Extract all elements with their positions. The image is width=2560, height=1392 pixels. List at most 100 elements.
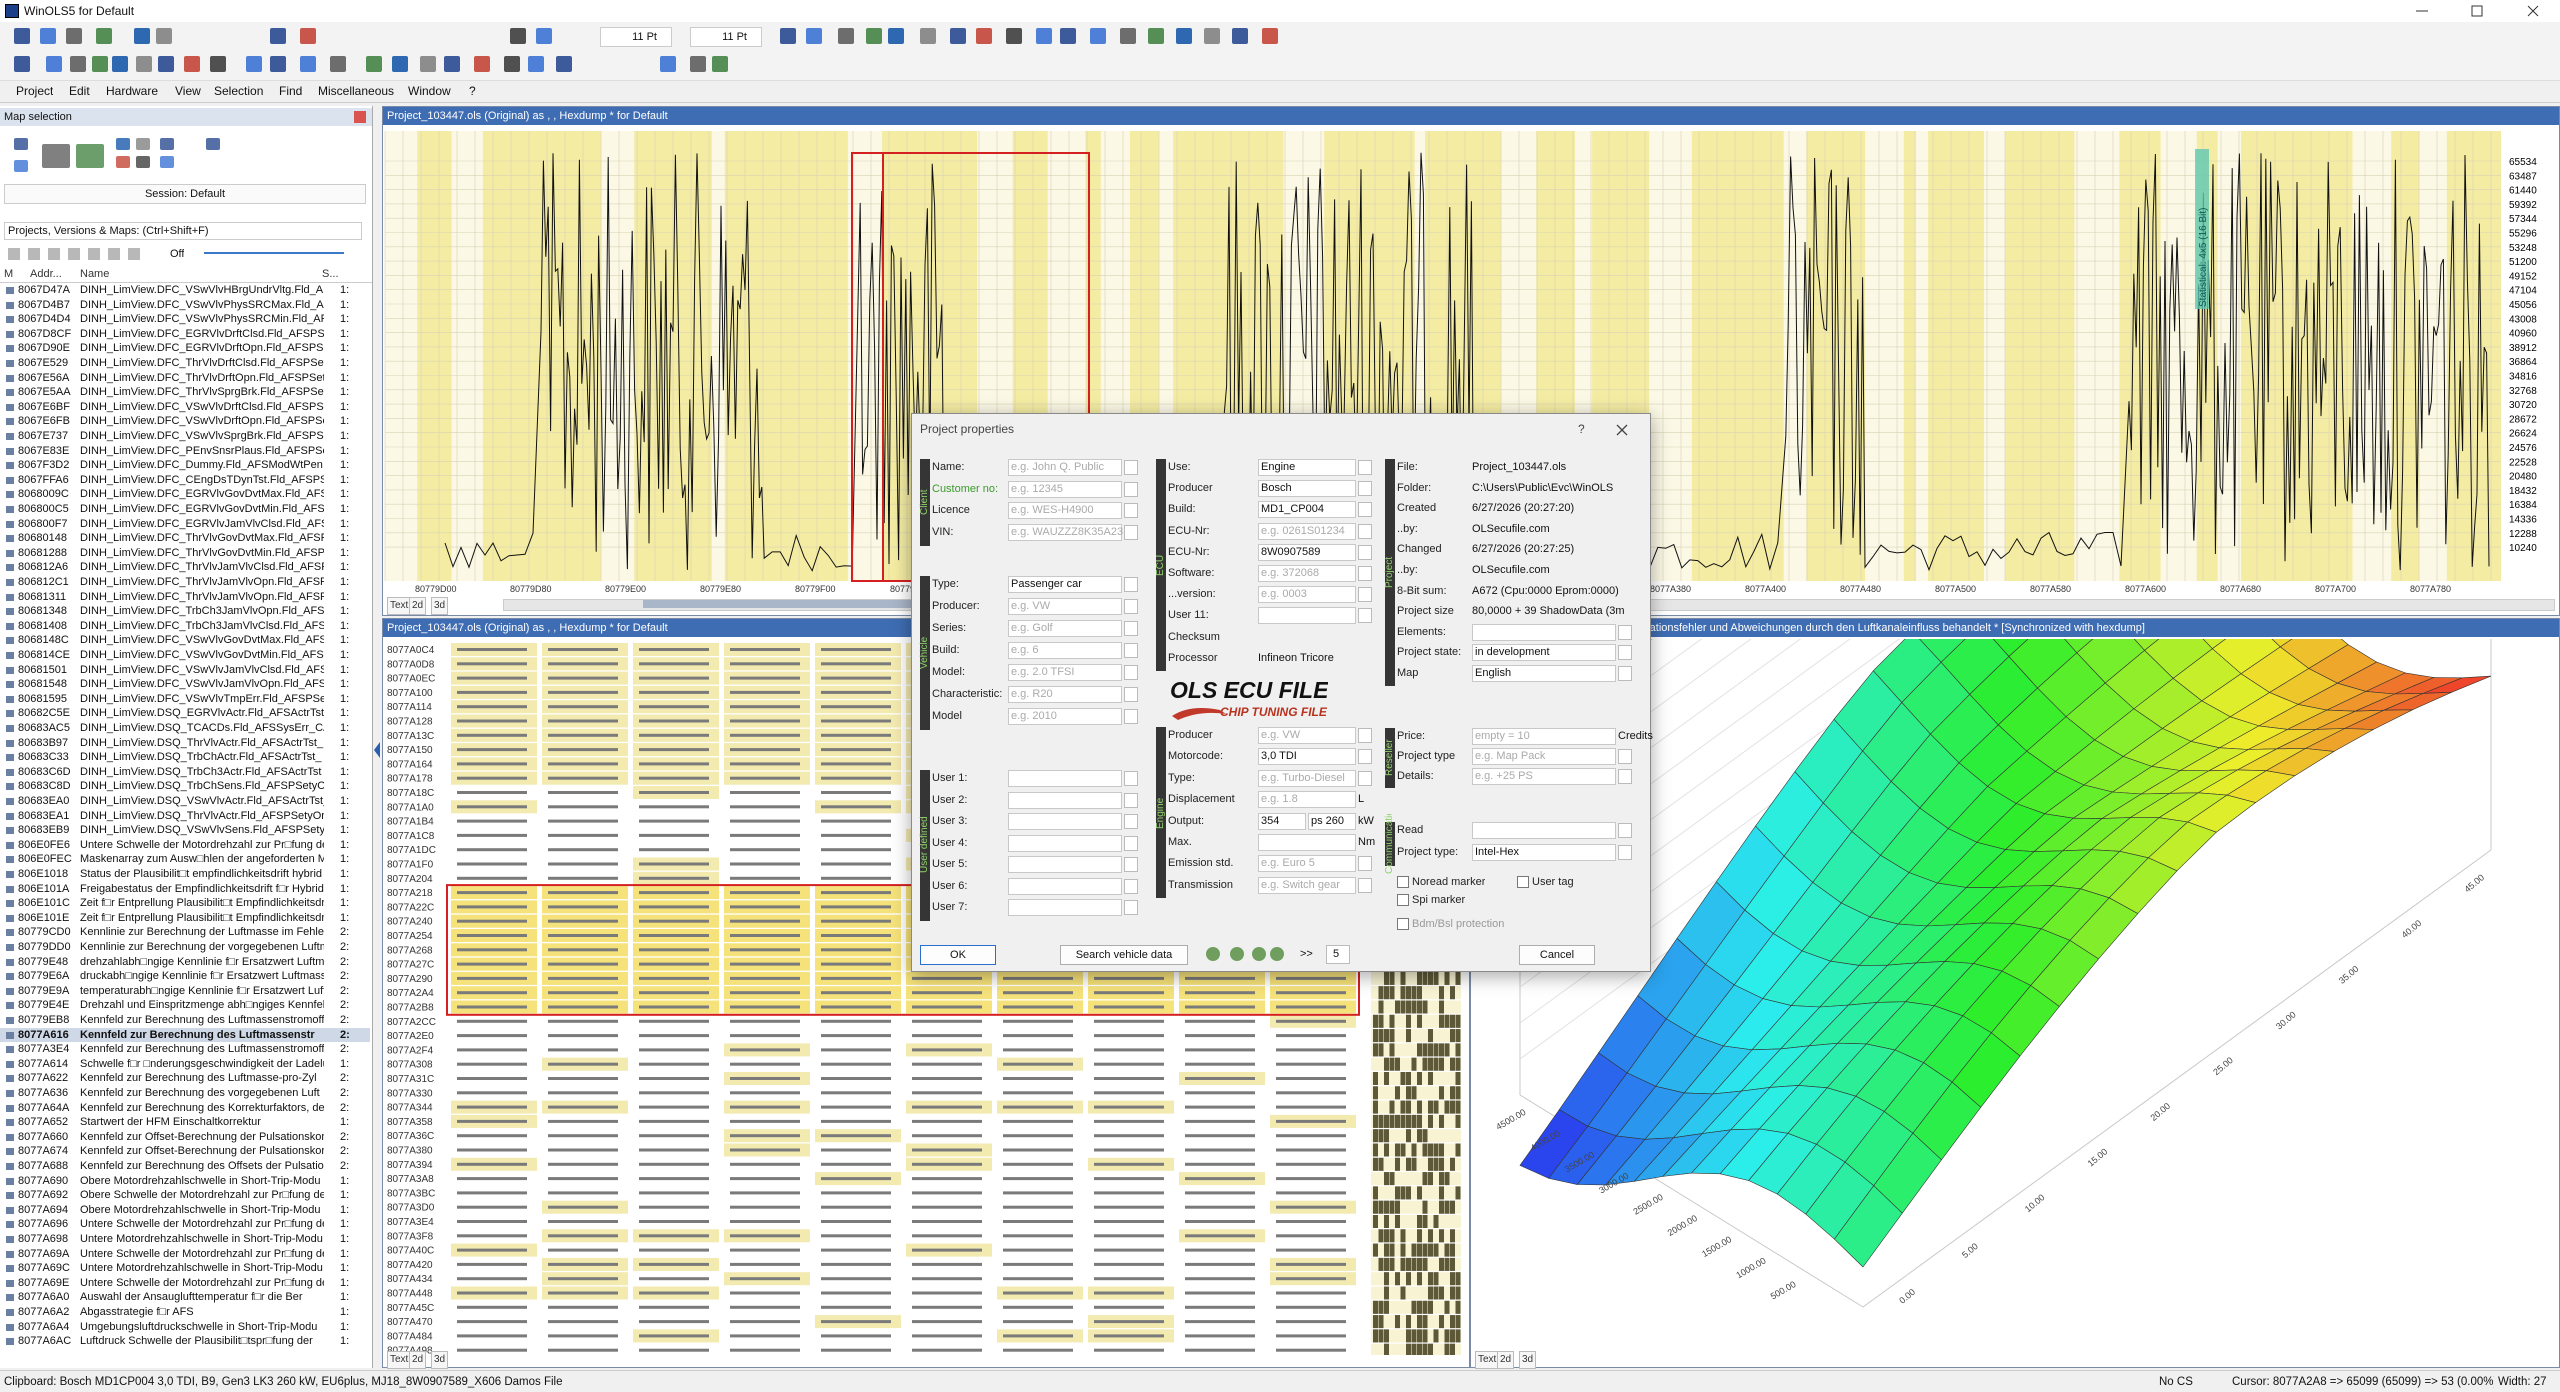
input-box[interactable]: in development	[1472, 644, 1616, 662]
toolbar-button[interactable]	[96, 28, 112, 44]
input-box[interactable]	[1008, 899, 1122, 916]
menu-item[interactable]: Find	[279, 84, 303, 98]
menu-item[interactable]: Selection	[214, 84, 264, 98]
toolbar-button[interactable]	[1060, 28, 1076, 44]
view-tab[interactable]: 3d	[431, 1351, 449, 1369]
filter-tool[interactable]	[48, 248, 60, 260]
input-box[interactable]: English	[1472, 665, 1616, 682]
input-box[interactable]: e.g. VW	[1008, 598, 1122, 615]
map-row[interactable]: 8067FFA6 DINH_LimView.DFC_CEngDsTDynTst.F…	[0, 473, 370, 488]
toolbar-button[interactable]	[888, 28, 904, 44]
map-row[interactable]: 80681348 DINH_LimView.DFC_TrbCh3JamVlvOpn…	[0, 604, 370, 619]
view-tab[interactable]: Text	[387, 597, 412, 615]
toolbar-button[interactable]	[14, 28, 30, 44]
toolbar-button[interactable]	[270, 56, 286, 72]
toolbar-button[interactable]	[300, 56, 316, 72]
input-box[interactable]: Intel-Hex	[1472, 844, 1616, 861]
view-tab[interactable]: 2d	[1497, 1351, 1515, 1369]
panel-tool[interactable]	[136, 138, 150, 150]
field-button[interactable]	[1618, 624, 1632, 640]
panel-tool[interactable]	[42, 144, 70, 168]
map-row[interactable]: 806800F7 DINH_LimView.DFC_EGRVlvJamVlvCls…	[0, 517, 370, 532]
map-row[interactable]: 8067E56A DINH_LimView.DFC_ThrVlvDrftOpn.F…	[0, 371, 370, 386]
input-box[interactable]: 354	[1258, 812, 1306, 830]
map-row[interactable]: 8077A694 Obere Motordrehzahlschwelle in S…	[0, 1203, 370, 1218]
toolbar-button[interactable]	[112, 56, 128, 72]
input-box[interactable]: e.g. WAUZZZ8K35A23...	[1008, 524, 1132, 542]
field-button[interactable]	[1358, 566, 1372, 581]
field-button[interactable]	[1358, 877, 1372, 893]
field-button[interactable]	[1358, 523, 1372, 539]
map-row[interactable]: 8077A3E4 Kennfeld zur Berechnung des Luft…	[0, 1042, 370, 1057]
toolbar-button[interactable]	[1232, 28, 1248, 44]
filter-tool[interactable]	[108, 248, 120, 260]
map-row[interactable]: 8077A688 Kennfeld zur Berechnung des Offs…	[0, 1159, 370, 1174]
input-box[interactable]: Engine	[1258, 459, 1356, 476]
map-row[interactable]: 8077A69C Untere Motordrehzahlschwelle in …	[0, 1261, 370, 1276]
search-button[interactable]: Search vehicle data	[1060, 945, 1188, 965]
toolbar-button[interactable]	[46, 56, 62, 72]
field-button[interactable]	[1124, 643, 1138, 658]
toolbar-button[interactable]	[40, 28, 56, 44]
input-box[interactable]: e.g. John Q. Public	[1008, 459, 1122, 476]
filter-tool[interactable]	[128, 248, 140, 260]
map-row[interactable]: 8077A6A0 Auswahl der Ansauglufttemperatur…	[0, 1290, 370, 1305]
menu-item[interactable]: View	[175, 84, 201, 98]
map-row[interactable]: 806812A6 DINH_LimView.DFC_ThrVlvJamVlvCls…	[0, 560, 370, 575]
panel-tool[interactable]	[116, 156, 130, 168]
map-row[interactable]: 806814CE DINH_LimView.DFC_VSwVlvGovDvtMin…	[0, 648, 370, 663]
menu-item[interactable]: Project	[16, 84, 54, 98]
field-button[interactable]	[1124, 599, 1138, 614]
map-row[interactable]: 8077A6A4 Umgebungsluftdruckschwelle in Sh…	[0, 1320, 370, 1335]
map-row[interactable]: 8077A69E Untere Schwelle der Motordrehzah…	[0, 1276, 370, 1291]
toolbar-button[interactable]	[70, 56, 86, 72]
input-box[interactable]	[1258, 834, 1356, 851]
input-box[interactable]: e.g. 2.0 TFSI	[1008, 664, 1122, 681]
input-box[interactable]: e.g. R20	[1008, 686, 1122, 703]
map-row[interactable]: 80779E9A temperaturabh□ngige Kennlinie f□…	[0, 984, 370, 999]
field-button[interactable]	[1124, 792, 1138, 808]
toolbar-button[interactable]	[392, 56, 408, 72]
menu-item[interactable]: Edit	[69, 84, 90, 98]
toolbar-button[interactable]	[712, 56, 728, 72]
toolbar-button[interactable]	[210, 56, 226, 72]
map-row[interactable]: 806E0FEC Maskenarray zum Ausw□hlen der an…	[0, 852, 370, 867]
input-box[interactable]	[1008, 834, 1122, 852]
toolbar-button[interactable]	[184, 56, 200, 72]
panel-tool[interactable]	[76, 144, 104, 168]
toolbar-button[interactable]	[780, 28, 796, 44]
toolbar-button[interactable]	[1262, 28, 1278, 44]
filter-tool[interactable]	[28, 248, 40, 260]
input-box[interactable]: e.g. 0003	[1258, 586, 1356, 604]
field-button[interactable]	[1358, 544, 1372, 560]
map-row[interactable]: 8077A692 Obere Schwelle der Motordrehzahl…	[0, 1188, 370, 1203]
input-box[interactable]: ps 260	[1308, 812, 1356, 830]
filter-tool[interactable]	[8, 248, 20, 260]
field-button[interactable]	[1124, 460, 1138, 475]
map-row[interactable]: 8067E529 DINH_LimView.DFC_ThrVlvDrftClsd.…	[0, 356, 370, 371]
panel-tool[interactable]	[136, 156, 150, 168]
view-tab[interactable]: 2d	[409, 1351, 427, 1369]
field-button[interactable]	[1124, 857, 1138, 872]
map-row[interactable]: 8077A690 Obere Motordrehzahlschwelle in S…	[0, 1174, 370, 1189]
input-box[interactable]	[1472, 623, 1616, 641]
input-box[interactable]: e.g. Euro 5	[1258, 855, 1356, 873]
map-row[interactable]: 8067E737 DINH_LimView.DFC_VSwVlvSprgBrk.F…	[0, 429, 370, 444]
input-box[interactable]: MD1_CP004	[1258, 501, 1356, 519]
toolbar-button[interactable]	[444, 56, 460, 72]
input-box[interactable]: 8W0907589	[1258, 543, 1356, 561]
input-box[interactable]: e.g. 2010	[1008, 708, 1122, 725]
toolbar-button[interactable]	[510, 28, 526, 44]
map-row[interactable]: 806E0FE6 Untere Schwelle der Motordrehzah…	[0, 838, 370, 853]
field-button[interactable]	[1124, 878, 1138, 894]
map-row[interactable]: 80683EB9 DINH_LimView.DSQ_VSwVlvSens.Fld_…	[0, 823, 370, 838]
map-row[interactable]: 8068148C DINH_LimView.DFC_VSwVlvGovDvtMax…	[0, 633, 370, 648]
map-row[interactable]: 80683AC5 DINH_LimView.DSQ_TCACDs.Fld_AFSS…	[0, 721, 370, 736]
map-row[interactable]: 806E101C Zeit f□r Entprellung Plausibilit…	[0, 896, 370, 911]
toolbar-button[interactable]	[1148, 28, 1164, 44]
toolbar-button[interactable]	[1090, 28, 1106, 44]
view-tab[interactable]: 3d	[1519, 1351, 1537, 1369]
map-row[interactable]: 8067D90E DINH_LimView.DFC_EGRVlvDrftOpn.F…	[0, 341, 370, 356]
view-tab[interactable]: Text	[387, 1351, 412, 1369]
toolbar-button[interactable]	[134, 28, 150, 44]
